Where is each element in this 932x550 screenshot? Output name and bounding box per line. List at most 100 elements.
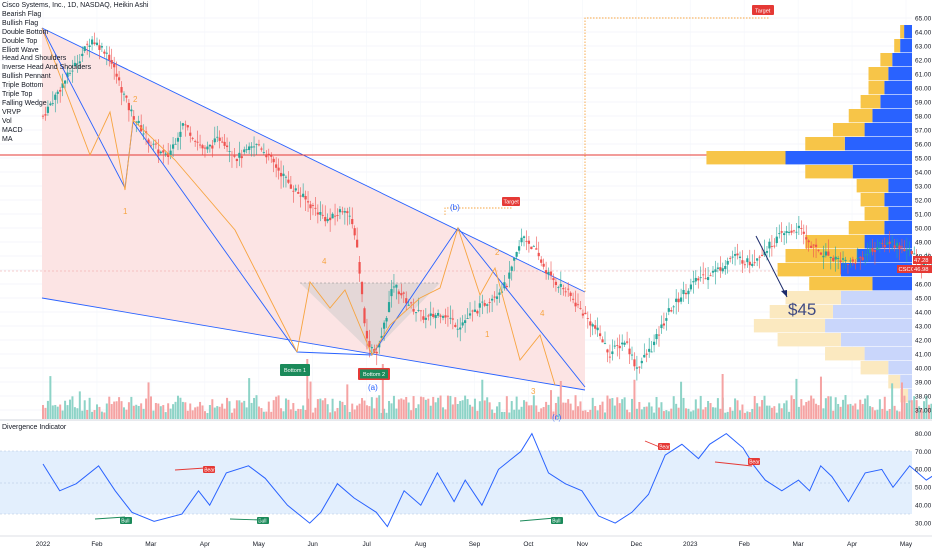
volume-bar bbox=[186, 410, 189, 419]
candle-body bbox=[729, 257, 732, 259]
bull-tag: Bull bbox=[120, 517, 132, 524]
candle-body bbox=[643, 354, 646, 358]
candle-body bbox=[211, 145, 214, 149]
volume-bar bbox=[481, 379, 484, 419]
legend-item[interactable]: Triple Top bbox=[2, 91, 33, 99]
oscillator-axis[interactable]: 30.00 40.00 50.00 60.00 70.00 80.00 bbox=[915, 431, 932, 527]
divergence-tags: Bull Bear Bull Bull Bear Bear bbox=[94, 440, 760, 524]
volume-bar bbox=[849, 403, 852, 419]
volume-bar bbox=[748, 412, 751, 419]
candle-body bbox=[660, 324, 663, 329]
candle-body bbox=[437, 312, 440, 316]
candle-body bbox=[635, 367, 639, 369]
candle-body bbox=[63, 80, 67, 84]
target-tag-mid[interactable]: Target bbox=[502, 197, 520, 206]
price-tick-label: 51.00 bbox=[915, 211, 932, 218]
volume-bar bbox=[856, 409, 859, 419]
candle-body bbox=[228, 151, 231, 152]
candle-body bbox=[449, 317, 452, 319]
elliott-wave-lines bbox=[41, 27, 586, 388]
legend-item[interactable]: Double Bottom bbox=[2, 28, 49, 36]
volume-bar bbox=[498, 402, 501, 419]
candle-body bbox=[535, 248, 538, 250]
volume-bar bbox=[424, 399, 427, 419]
wave-1b: 1 bbox=[485, 330, 490, 339]
volume-bar bbox=[643, 406, 646, 419]
bottom1-tag[interactable]: Bottom 1 bbox=[280, 364, 310, 376]
legend-item[interactable]: MACD bbox=[2, 126, 23, 134]
legend: Cisco Systems, Inc., 1D, NASDAQ, Heikin … bbox=[2, 2, 148, 145]
volume-bar bbox=[356, 405, 359, 419]
volume-bar bbox=[54, 404, 57, 419]
candle-body bbox=[827, 251, 830, 256]
volume-bar bbox=[562, 402, 565, 419]
price-tick-label: 56.00 bbox=[915, 141, 932, 148]
time-tick-label: Jul bbox=[362, 541, 371, 548]
candle-body bbox=[773, 245, 776, 247]
legend-item[interactable]: Bearish Flag bbox=[2, 10, 42, 18]
vp-bar-up bbox=[872, 109, 912, 123]
candle-body bbox=[706, 277, 710, 281]
volume-bar bbox=[824, 398, 827, 419]
div-line bbox=[229, 518, 263, 521]
legend-item[interactable]: Elliott Wave bbox=[2, 46, 39, 54]
legend-item[interactable]: Falling Wedge bbox=[2, 99, 47, 107]
volume-bar bbox=[837, 403, 840, 419]
volume-bar bbox=[707, 401, 710, 419]
legend-item[interactable]: Double Top bbox=[2, 37, 38, 45]
volume-bar bbox=[127, 402, 130, 419]
price-tick-label: 63.00 bbox=[915, 43, 932, 50]
price-tick-label: 46.00 bbox=[915, 281, 932, 288]
volume-bar bbox=[795, 378, 798, 419]
volume-bar bbox=[709, 403, 712, 419]
candle-body bbox=[677, 298, 680, 303]
div-line bbox=[174, 467, 206, 471]
candle-body bbox=[429, 313, 432, 316]
legend-item[interactable]: Inverse Head And Shoulders bbox=[2, 64, 92, 72]
candle-body bbox=[83, 46, 86, 52]
legend-item[interactable]: Bullish Pennant bbox=[2, 73, 51, 81]
volume-bar bbox=[83, 400, 86, 419]
candle-body bbox=[117, 77, 121, 81]
target-tag-top[interactable]: Target bbox=[752, 5, 774, 15]
price-axis[interactable]: 37.00 38.00 39.00 40.00 41.00 42.00 43.00 44.00… bbox=[915, 15, 932, 414]
legend-item[interactable]: Head And Shoulders bbox=[2, 55, 67, 63]
legend-item[interactable]: VRVP bbox=[2, 108, 21, 116]
candle-body bbox=[454, 324, 457, 327]
candle-body bbox=[113, 63, 116, 68]
candle-body bbox=[810, 245, 813, 248]
volume-bar bbox=[839, 406, 842, 419]
candle-body bbox=[699, 277, 702, 279]
osc-tick-label: 50.00 bbox=[915, 485, 932, 492]
volume-bar bbox=[206, 412, 209, 419]
candle-body bbox=[785, 231, 788, 233]
volume-bar bbox=[324, 398, 327, 419]
volume-bar bbox=[508, 412, 511, 419]
volume-bar bbox=[118, 397, 121, 419]
volume-bar bbox=[434, 402, 437, 419]
candle-body bbox=[414, 312, 418, 314]
legend-item[interactable]: Triple Bottom bbox=[2, 82, 44, 90]
legend-item[interactable]: MA bbox=[2, 135, 13, 143]
candle-body bbox=[571, 298, 575, 300]
legend-item[interactable]: Bullish Flag bbox=[2, 19, 39, 27]
bear-tag-bg bbox=[203, 466, 215, 473]
oscillator-line bbox=[42, 432, 932, 528]
volume-bar bbox=[545, 401, 548, 419]
time-axis[interactable]: 2022 Feb Mar Apr May Jun Jul Aug Sep Oct Nov Dec 202… bbox=[36, 541, 913, 548]
volume-bar bbox=[888, 408, 891, 419]
candle-body bbox=[59, 89, 62, 92]
legend-item[interactable]: Vol bbox=[2, 117, 12, 125]
candle-body bbox=[206, 146, 209, 150]
candle-body bbox=[508, 272, 511, 279]
candle-body bbox=[657, 334, 661, 336]
candle-body bbox=[368, 340, 371, 347]
bottom2-tag[interactable]: Bottom 2 bbox=[358, 368, 390, 380]
candle-body bbox=[346, 211, 349, 214]
bear-tag-bg bbox=[748, 458, 760, 465]
volume-bar bbox=[419, 396, 422, 419]
candle-body bbox=[724, 265, 727, 270]
price-tick-label: 59.00 bbox=[915, 99, 932, 106]
volume-bar bbox=[819, 376, 822, 419]
